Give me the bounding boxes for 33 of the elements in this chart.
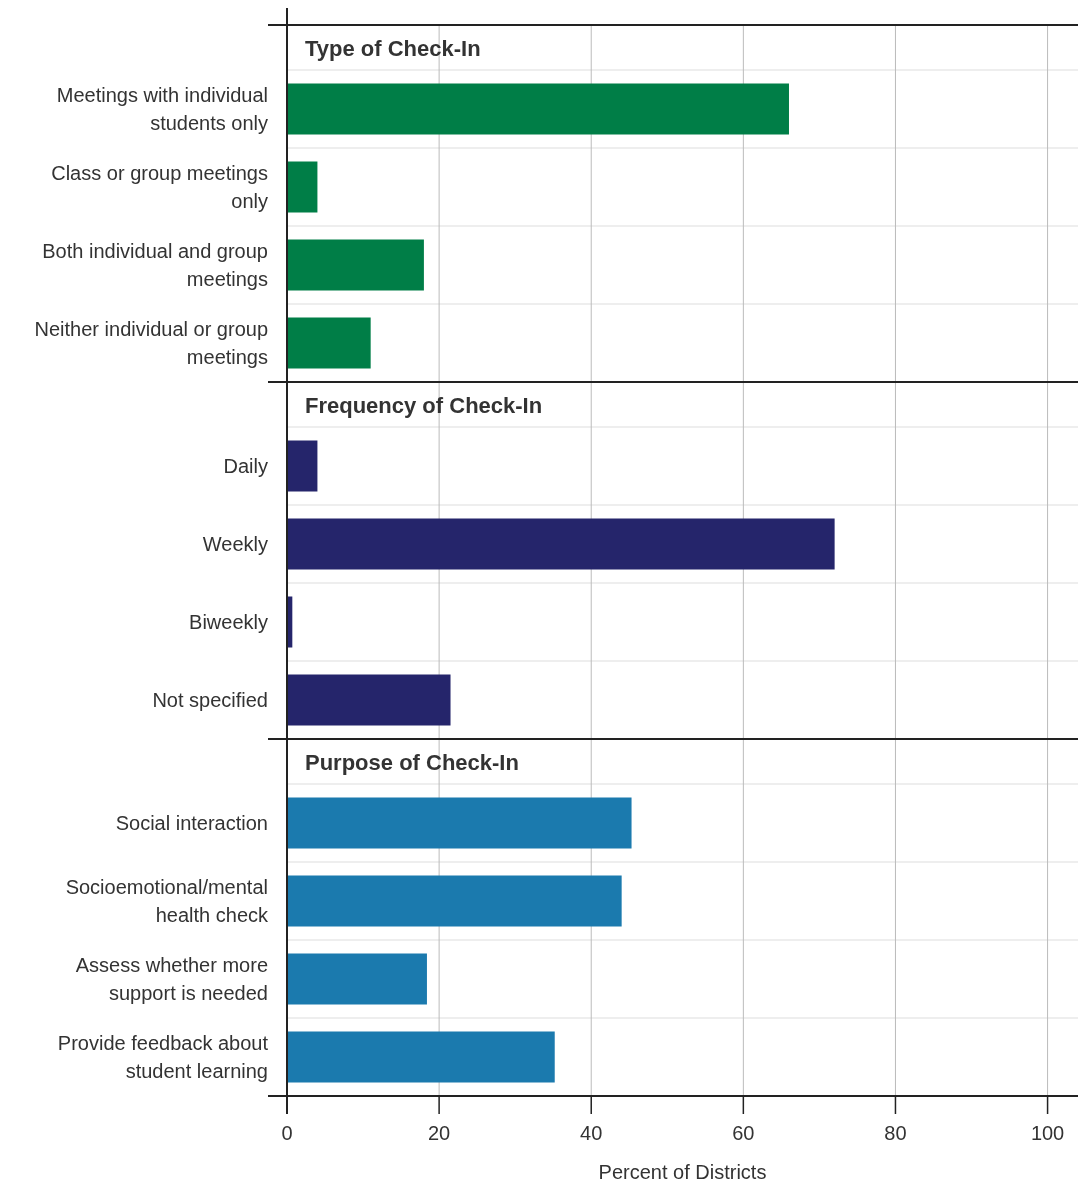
y-tick-label: Weekly — [202, 533, 268, 555]
y-tick-label: Assess whether more support is needed — [75, 954, 268, 1004]
y-tick-label: Neither individual or group meetings — [34, 318, 268, 368]
bar — [287, 797, 632, 849]
bar — [287, 674, 451, 726]
x-tick-label: 0 — [281, 1122, 293, 1144]
y-tick-label: Not specified — [152, 689, 268, 711]
y-tick-label: Class or group meetings only — [51, 162, 268, 212]
bar — [287, 440, 318, 492]
y-tick-label: Both individual and group meetings — [42, 240, 268, 290]
x-tick-label: 40 — [580, 1122, 603, 1144]
bar — [287, 317, 371, 369]
y-tick-label: Biweekly — [189, 611, 268, 633]
text: Frequency of Check-In — [305, 393, 543, 418]
x-tick-label: 80 — [884, 1122, 907, 1144]
x-tick-label: 20 — [427, 1122, 451, 1144]
y-tick-label: Provide feedback about student learning — [57, 1032, 269, 1082]
y-tick-label: Meetings with individual students only — [56, 84, 268, 134]
bar — [287, 1031, 555, 1083]
bar — [287, 83, 789, 135]
bar — [287, 239, 424, 291]
y-tick-label: Social interaction — [115, 812, 268, 834]
text: Type of Check-In — [305, 36, 481, 61]
text: Purpose of Check-In — [305, 750, 519, 775]
y-tick-label: Daily — [223, 455, 268, 477]
x-axis-title: Percent of Districts — [598, 1161, 767, 1183]
bar — [287, 953, 427, 1005]
bar — [287, 518, 835, 570]
y-tick-label: Socioemotional/mental health check — [65, 876, 269, 926]
bar — [287, 161, 318, 213]
bar — [287, 875, 622, 927]
x-tick-label: 100 — [1030, 1122, 1065, 1144]
x-tick-label: 60 — [732, 1122, 755, 1144]
